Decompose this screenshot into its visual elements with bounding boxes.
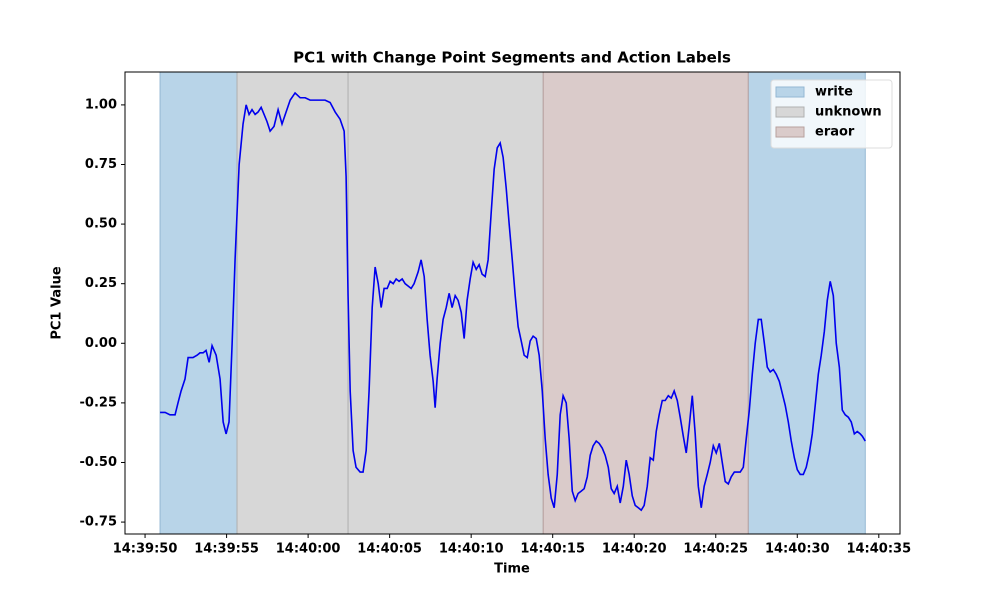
legend-swatch — [775, 106, 805, 118]
x-axis-label: Time — [494, 562, 530, 577]
x-tick-label: 14:40:30 — [765, 542, 830, 557]
y-tick-label: -0.75 — [80, 515, 117, 530]
legend-label: eraor — [815, 125, 855, 140]
legend-label: write — [815, 85, 853, 100]
x-tick-label: 14:40:35 — [846, 542, 911, 557]
y-tick-label: 0.00 — [85, 336, 117, 351]
legend-swatch — [775, 86, 805, 98]
legend-label: unknown — [815, 105, 882, 120]
x-tick-label: 14:40:15 — [520, 542, 585, 557]
x-tick-label: 14:40:20 — [602, 542, 667, 557]
y-tick-label: -0.50 — [80, 455, 117, 470]
y-tick-label: 0.25 — [85, 276, 117, 291]
plot-frame — [124, 71, 901, 535]
x-tick-label: 14:40:05 — [357, 542, 422, 557]
y-tick-label: 1.00 — [85, 97, 117, 112]
legend-swatch — [775, 126, 805, 138]
x-tick-label: 14:40:25 — [683, 542, 748, 557]
segment-span — [236, 71, 349, 535]
y-tick-label: 0.50 — [85, 217, 117, 232]
segment-span — [347, 71, 544, 535]
chart-title: PC1 with Change Point Segments and Actio… — [293, 49, 731, 67]
y-axis-label: PC1 Value — [50, 266, 65, 339]
x-tick-label: 14:39:55 — [194, 542, 259, 557]
segment-span — [159, 71, 238, 535]
y-tick-label: -0.25 — [80, 395, 117, 410]
x-tick-label: 14:39:50 — [113, 542, 178, 557]
segment-span — [542, 71, 749, 535]
x-tick-label: 14:40:00 — [276, 542, 341, 557]
y-tick-label: 0.75 — [85, 157, 117, 172]
segment-span — [747, 71, 866, 535]
x-tick-label: 14:40:10 — [439, 542, 504, 557]
data-line — [160, 91, 866, 512]
